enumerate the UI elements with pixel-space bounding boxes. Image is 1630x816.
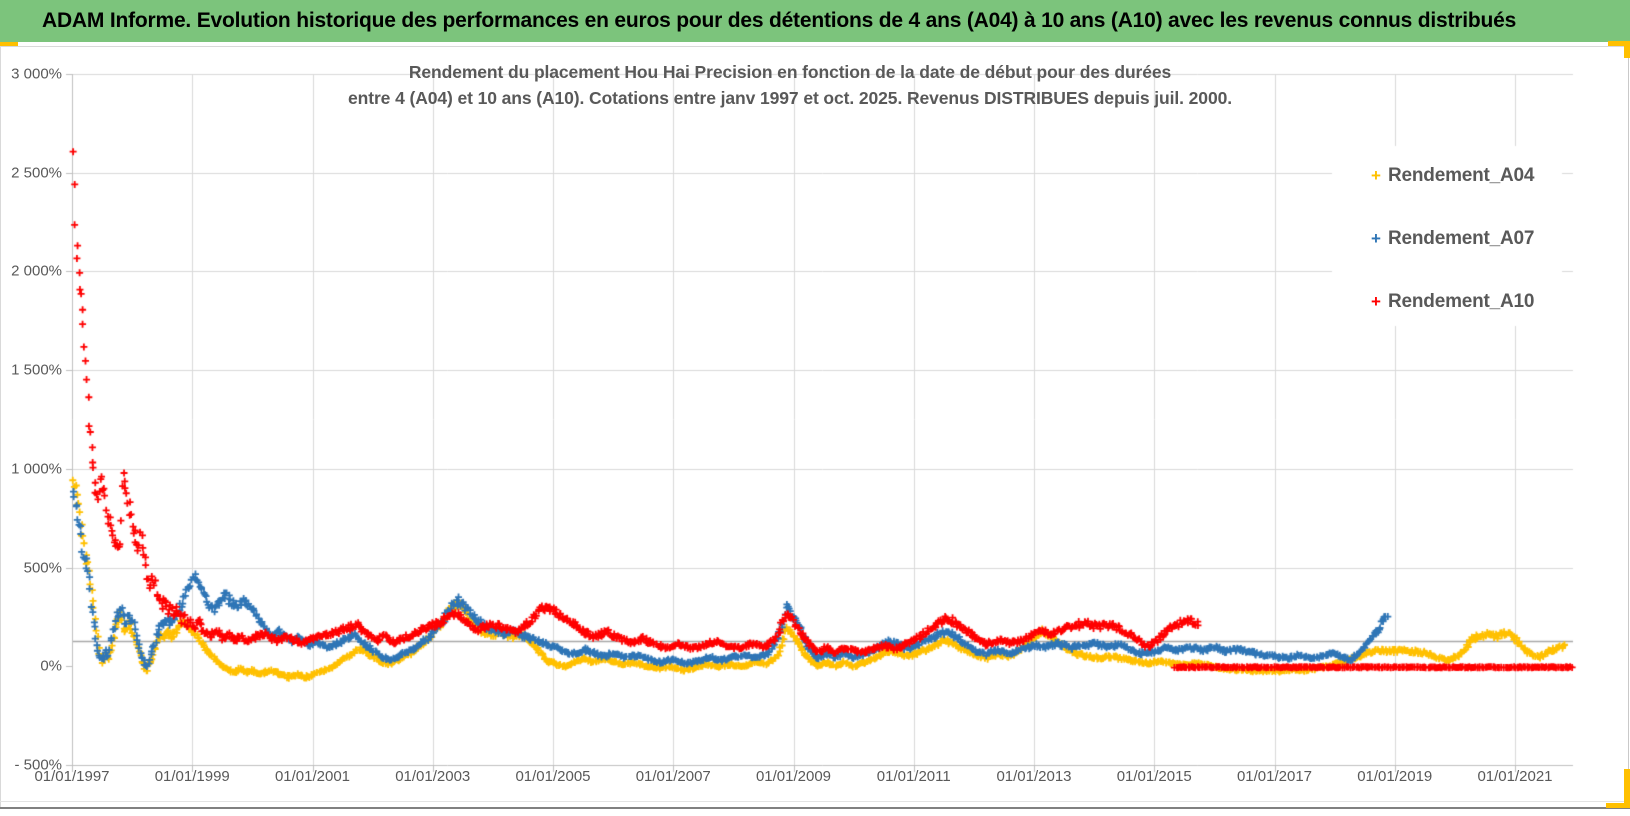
x-axis-tick-label: 01/01/2021 bbox=[1477, 768, 1553, 785]
chart-title-line1: Rendement du placement Hou Hai Precision… bbox=[408, 62, 1172, 82]
x-axis-tick-label: 01/01/2009 bbox=[755, 768, 832, 785]
x-axis-tick-label: 01/01/2001 bbox=[274, 768, 351, 785]
legend-item[interactable]: + Rendement_A04 bbox=[1368, 163, 1534, 189]
x-axis-tick-label: 01/01/1999 bbox=[154, 768, 230, 785]
legend-plus-marker-icon: + bbox=[1371, 229, 1381, 248]
y-axis-tick-label: 0% bbox=[40, 657, 62, 675]
x-axis-tick-label: 01/01/2017 bbox=[1236, 768, 1313, 785]
y-axis-tick-label: 2 500% bbox=[11, 164, 62, 182]
x-axis-tick-label: 01/01/2003 bbox=[395, 768, 471, 785]
legend-label: Rendement_A07 bbox=[1388, 228, 1535, 249]
y-axis-tick-label: 500% bbox=[23, 559, 62, 577]
legend-label: Rendement_A10 bbox=[1388, 291, 1535, 312]
x-axis-tick-label: 01/01/1997 bbox=[34, 768, 110, 785]
x-axis-tick-label: 01/01/2007 bbox=[635, 768, 711, 785]
legend-plus-marker-icon: + bbox=[1371, 292, 1381, 311]
y-axis-tick-label: 1 500% bbox=[11, 361, 62, 379]
legend-label: Rendement_A04 bbox=[1388, 165, 1535, 186]
x-axis-tick-label: 01/01/2005 bbox=[515, 768, 591, 785]
legend-item[interactable]: + Rendement_A07 bbox=[1368, 226, 1534, 252]
x-axis-tick-label: 01/01/2019 bbox=[1357, 768, 1433, 785]
y-axis-tick-label: - 500% bbox=[14, 756, 62, 774]
legend-plus-marker-icon: + bbox=[1371, 166, 1381, 185]
y-axis-tick-label: 3 000% bbox=[11, 65, 62, 83]
y-axis-tick-label: 1 000% bbox=[11, 460, 62, 478]
x-axis-tick-label: 01/01/2015 bbox=[1116, 768, 1192, 785]
x-axis-tick-label: 01/01/2013 bbox=[996, 768, 1072, 785]
legend-item[interactable]: + Rendement_A10 bbox=[1368, 289, 1534, 315]
x-axis-tick-label: 01/01/2011 bbox=[876, 768, 951, 785]
chart-title-line2: entre 4 (A04) et 10 ans (A10). Cotations… bbox=[348, 88, 1232, 108]
y-axis-tick-label: 2 000% bbox=[11, 262, 62, 280]
